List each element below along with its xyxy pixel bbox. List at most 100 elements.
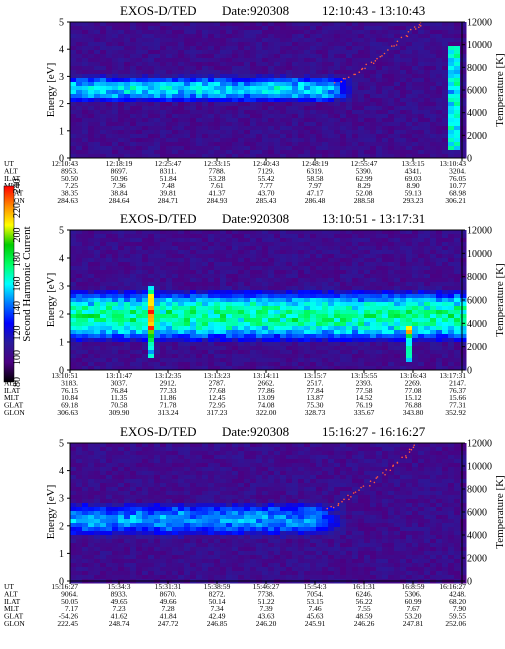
spectrogram-cell xyxy=(136,298,143,303)
spectrogram-cell xyxy=(370,42,377,47)
spectrogram-cell xyxy=(184,34,191,39)
spectrogram-cell xyxy=(406,70,413,75)
spectrogram-cell xyxy=(256,42,263,47)
spectrogram-cell xyxy=(148,262,155,267)
spectrogram-cell xyxy=(286,106,293,111)
spectrogram-cell xyxy=(184,82,191,87)
spectrogram-cell xyxy=(400,350,407,355)
ephemeris-value: 5390. xyxy=(356,166,373,175)
spectrogram-cell xyxy=(340,366,347,371)
spectrogram-cell xyxy=(304,306,311,311)
spectrogram-cell xyxy=(334,134,341,139)
spectrogram-cell xyxy=(388,122,395,127)
ephemeris-value: 352.92 xyxy=(445,408,466,417)
spectrogram-cell xyxy=(328,242,335,247)
spectrogram-cell xyxy=(208,334,215,339)
spectrogram-cell xyxy=(196,338,203,343)
spectrogram-cell xyxy=(424,150,431,155)
temperature-point xyxy=(340,80,343,83)
spectrogram-cell xyxy=(442,106,449,111)
spectrogram-cell xyxy=(364,150,371,155)
spectrogram-cell xyxy=(106,138,113,143)
spectrogram-cell xyxy=(460,306,467,311)
spectrogram-cell xyxy=(226,74,233,79)
spectrogram-cell xyxy=(454,298,461,303)
spectrogram-cell xyxy=(274,334,281,339)
spectrogram-cell xyxy=(172,58,179,63)
spectrogram-cell xyxy=(238,346,245,351)
spectrogram-cell xyxy=(370,266,377,271)
spectrogram-cell xyxy=(154,238,161,243)
spectrogram-cell xyxy=(184,42,191,47)
spectrogram-cell xyxy=(76,54,83,59)
spectrogram-cell xyxy=(130,246,137,251)
spectrogram-cell xyxy=(298,362,305,367)
spectrogram-cell xyxy=(250,306,257,311)
spectrogram-cell xyxy=(406,318,413,323)
spectrogram-cell xyxy=(100,106,107,111)
spectrogram-cell xyxy=(388,250,395,255)
spectrogram-cell xyxy=(256,338,263,343)
spectrogram-cell xyxy=(256,286,263,291)
spectrogram-cell xyxy=(124,294,131,299)
spectrogram-cell xyxy=(94,302,101,307)
spectrogram-cell xyxy=(370,154,377,159)
spectrogram-cell xyxy=(334,266,341,271)
spectrogram-cell xyxy=(244,326,251,331)
spectrogram-cell xyxy=(190,30,197,35)
spectrogram-cell xyxy=(166,154,173,159)
spectrogram-cell xyxy=(412,82,419,87)
spectrogram-cell xyxy=(76,306,83,311)
spectrogram-cell xyxy=(214,330,221,335)
spectrogram-cell xyxy=(298,234,305,239)
spectrogram-cell xyxy=(424,274,431,279)
spectrogram-cell xyxy=(358,26,365,31)
spectrogram-cell xyxy=(124,354,131,359)
spectrogram-cell xyxy=(112,362,119,367)
spectrogram-cell xyxy=(250,322,257,327)
spectrogram-cell xyxy=(196,62,203,67)
spectrogram-cell xyxy=(124,234,131,239)
spectrogram-cell xyxy=(232,110,239,115)
spectrogram-cell xyxy=(316,290,323,295)
spectrogram-cell xyxy=(454,242,461,247)
spectrogram-cell xyxy=(142,234,149,239)
spectrogram-cell xyxy=(376,342,383,347)
spectrogram-cell xyxy=(328,266,335,271)
spectrogram-cell xyxy=(106,58,113,63)
spectrogram-cell xyxy=(244,342,251,347)
spectrogram-cell xyxy=(238,26,245,31)
spectrogram-cell xyxy=(304,98,311,103)
spectrogram-cell xyxy=(214,38,221,43)
spectrogram-cell xyxy=(346,302,353,307)
spectrogram-cell xyxy=(376,306,383,311)
spectrogram-cell xyxy=(424,46,431,51)
spectrogram-cell xyxy=(118,22,125,27)
spectrogram-cell xyxy=(382,282,389,287)
spectrogram-cell xyxy=(394,78,401,83)
spectrogram-cell xyxy=(238,262,245,267)
spectrogram-cell xyxy=(322,346,329,351)
ephemeris-value: 12:55:47 xyxy=(351,159,378,168)
spectrogram-cell xyxy=(454,86,461,91)
spectrogram-cell xyxy=(100,266,107,271)
spectrogram-cell xyxy=(376,122,383,127)
spectrogram-cell xyxy=(154,298,161,303)
spectrogram-cell xyxy=(394,22,401,27)
spectrogram-cell xyxy=(298,342,305,347)
spectrogram-cell xyxy=(106,70,113,75)
spectrogram-cell xyxy=(88,350,95,355)
spectrogram-cell xyxy=(304,114,311,119)
spectrogram-cell xyxy=(130,262,137,267)
spectrogram-cell xyxy=(286,22,293,27)
spectrogram-cell xyxy=(256,98,263,103)
spectrogram-cell xyxy=(310,82,317,87)
spectrogram-cell xyxy=(256,246,263,251)
spectrogram-cell xyxy=(406,138,413,143)
spectrogram-cell xyxy=(304,62,311,67)
spectrogram-cell xyxy=(256,358,263,363)
spectrogram-cell xyxy=(106,50,113,55)
spectrogram-cell xyxy=(112,54,119,59)
spectrogram-cell xyxy=(118,102,125,107)
spectrogram-cell xyxy=(142,126,149,131)
